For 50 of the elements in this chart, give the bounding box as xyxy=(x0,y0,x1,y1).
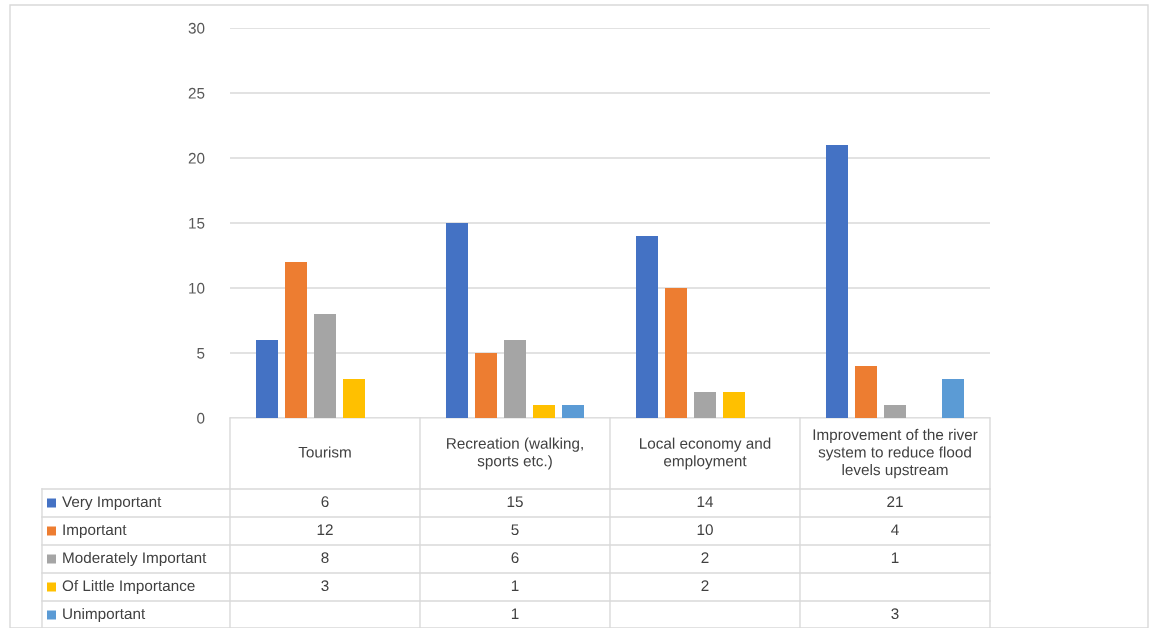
data-label: 1 xyxy=(511,580,519,591)
bar xyxy=(562,405,584,418)
data-label: 1 xyxy=(891,552,899,563)
bar xyxy=(533,405,555,418)
data-label: 4 xyxy=(891,524,899,535)
y-tick-label: 5 xyxy=(197,348,205,359)
bar xyxy=(285,262,307,418)
data-label: 14 xyxy=(697,496,714,507)
y-tick-label: 20 xyxy=(188,152,205,164)
data-label: 3 xyxy=(321,580,329,592)
bar xyxy=(694,392,716,418)
data-label: 2 xyxy=(701,552,709,563)
data-label: 6 xyxy=(321,496,329,508)
bar xyxy=(636,236,658,418)
bar xyxy=(942,379,964,418)
x-tick-label: Improvement of the river system to reduce flood levels upstream xyxy=(813,428,978,479)
bar xyxy=(504,340,526,418)
data-label: 3 xyxy=(891,608,899,620)
y-tick-label: 10 xyxy=(189,282,205,294)
bar xyxy=(855,366,877,418)
data-label: 1 xyxy=(511,608,519,619)
data-label: 12 xyxy=(317,524,333,535)
data-label: 15 xyxy=(507,496,523,508)
x-tick-label: Recreation (walking, sports etc.) xyxy=(447,437,583,470)
legend-label: Important xyxy=(63,524,127,539)
y-tick-label: 25 xyxy=(188,87,205,99)
x-tick-label: Tourism xyxy=(298,446,351,458)
x-tick-label: Local economy and employment xyxy=(640,437,771,470)
data-label: 2 xyxy=(701,580,709,591)
y-tick-label: 0 xyxy=(197,412,205,424)
legend-label: Unimportant xyxy=(63,607,146,623)
legend-label: Moderately Important xyxy=(63,551,207,567)
bar xyxy=(343,379,365,418)
y-tick-label: 30 xyxy=(188,22,205,34)
data-label: 21 xyxy=(887,496,903,507)
data-label: 10 xyxy=(697,524,713,536)
legend-label: Of Little Importance xyxy=(62,579,195,595)
bar xyxy=(446,223,468,418)
bar xyxy=(826,145,848,418)
data-label: 8 xyxy=(321,552,329,564)
bar xyxy=(665,288,687,418)
data-label: 5 xyxy=(511,524,519,536)
bar xyxy=(256,340,278,418)
bar xyxy=(723,392,745,418)
legend-label: Very Important xyxy=(62,496,162,511)
bar xyxy=(475,353,497,418)
bar xyxy=(314,314,336,418)
data-label: 6 xyxy=(511,552,519,564)
bar xyxy=(884,405,906,418)
y-tick-label: 15 xyxy=(189,218,205,229)
